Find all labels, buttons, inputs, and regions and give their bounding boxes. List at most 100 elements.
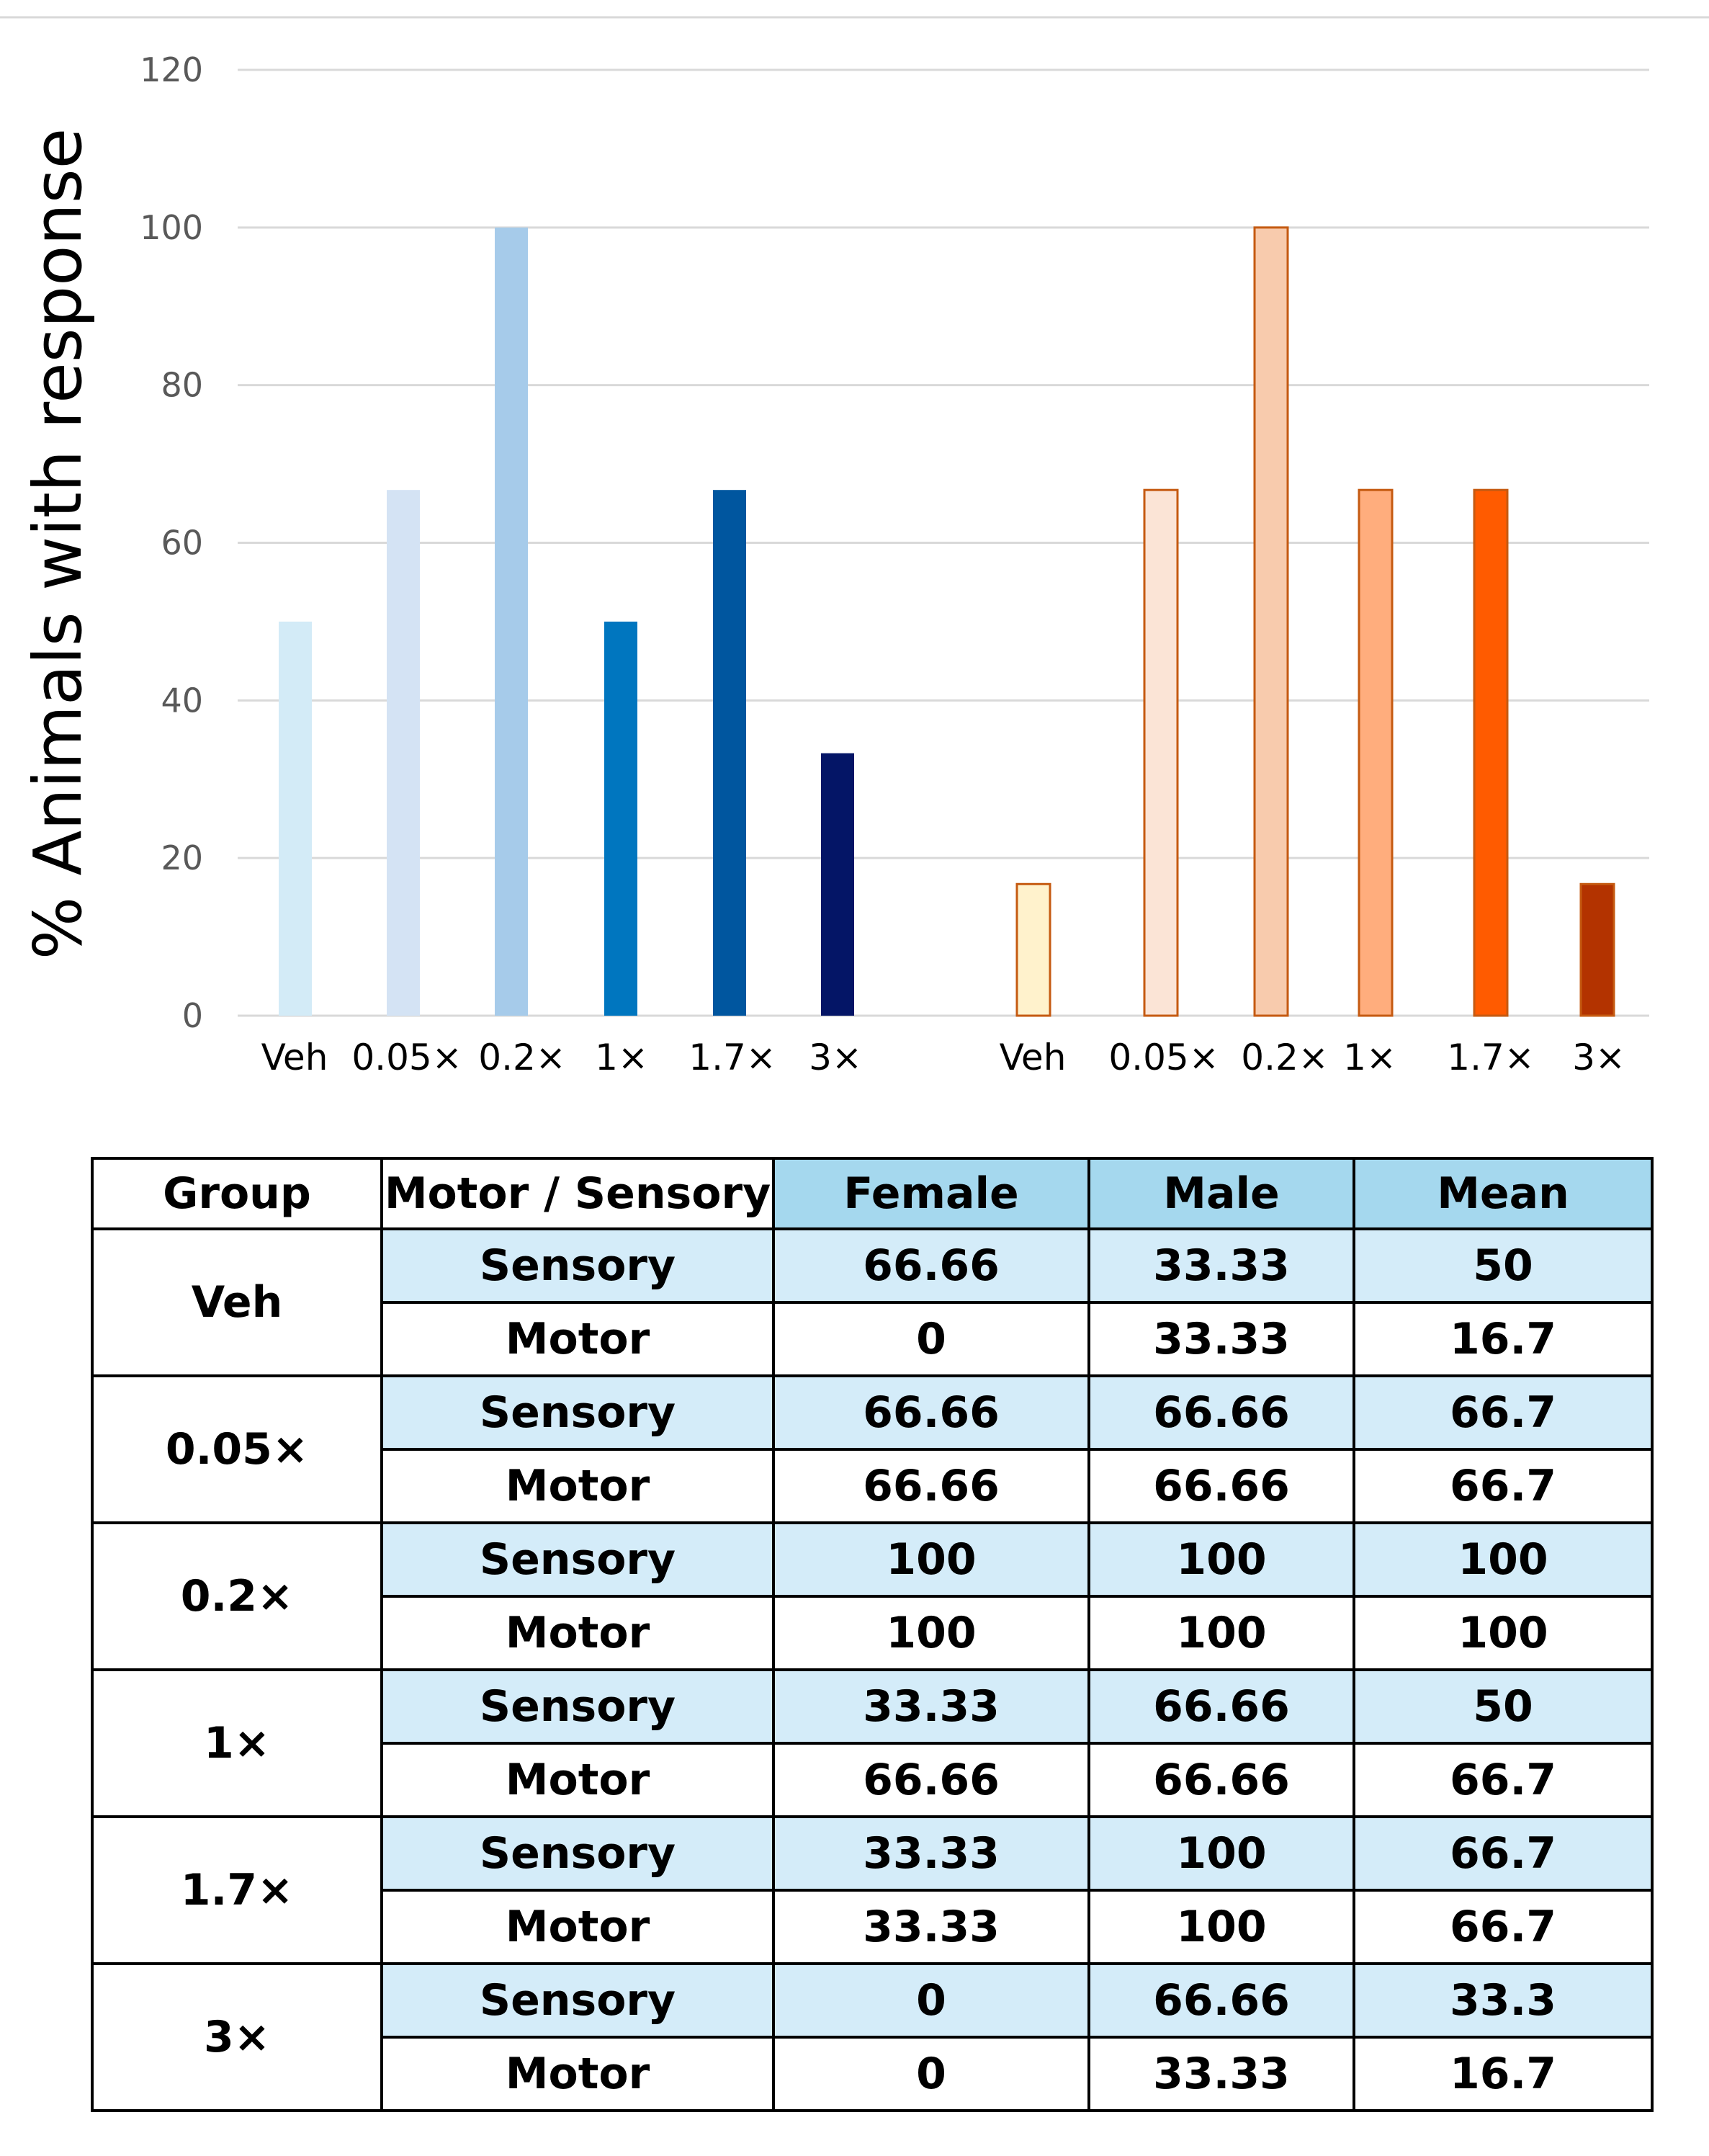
x-tick-label: 3×: [1572, 1037, 1625, 1078]
x-tick-label: Veh: [1000, 1037, 1067, 1078]
data-table: Group Motor / Sensory Female Male Mean V…: [91, 1157, 1654, 2112]
x-tick-label: 1.7×: [1447, 1037, 1534, 1078]
table-row: 1× Sensory 33.33 66.66 50: [91, 1668, 1654, 1818]
female-cell: 33.33: [772, 1668, 1090, 1745]
mean-cell: 50: [1353, 1668, 1654, 1745]
mean-cell: 50: [1353, 1227, 1654, 1304]
mean-cell: 66.7: [1353, 1448, 1654, 1524]
x-tick-label: 0.2×: [478, 1037, 565, 1078]
bar: [495, 227, 528, 1016]
group-cell: 3×: [91, 1962, 383, 2112]
mean-cell: 66.7: [1353, 1742, 1654, 1818]
y-tick-label: 20: [161, 838, 203, 877]
type-cell: Motor: [380, 1742, 775, 1818]
group-cell: 1.7×: [91, 1815, 383, 1965]
male-cell: 66.66: [1087, 1962, 1355, 2039]
table-header-row: Group Motor / Sensory Female Male Mean: [91, 1157, 1654, 1230]
female-cell: 100: [772, 1521, 1090, 1598]
male-cell: 66.66: [1087, 1448, 1355, 1524]
male-cell: 33.33: [1087, 2036, 1355, 2112]
female-cell: 0: [772, 1301, 1090, 1377]
type-cell: Sensory: [380, 1374, 775, 1451]
header-male: Male: [1087, 1157, 1355, 1230]
y-axis-ticks: 0 20 40 60 80 100 120: [140, 50, 203, 1035]
type-cell: Sensory: [380, 1815, 775, 1892]
table-row: 3× Sensory 0 66.66 33.3: [91, 1962, 1654, 2112]
mean-cell: 16.7: [1353, 1301, 1654, 1377]
male-cell: 100: [1087, 1815, 1355, 1892]
group-cell: 1×: [91, 1668, 383, 1818]
bar: [1015, 882, 1051, 1017]
bar: [604, 621, 637, 1016]
header-group: Group: [91, 1157, 383, 1230]
bar: [279, 621, 312, 1016]
x-axis-ticks: Veh 0.05× 0.2× 1× 1.7× 3× Veh 0.05× 0.2× 1× 1.7× 3×: [261, 1037, 1625, 1078]
male-cell: 66.66: [1087, 1742, 1355, 1818]
table-row: Motor 100 100 100: [92, 1595, 1654, 1671]
table-row: Motor 66.66 66.66 66.7: [92, 1448, 1654, 1524]
x-tick-label: Veh: [261, 1037, 328, 1078]
header-motor-sensory: Motor / Sensory: [380, 1157, 775, 1230]
header-mean: Mean: [1353, 1157, 1654, 1230]
type-cell: Motor: [380, 1301, 775, 1377]
bar: [713, 490, 746, 1016]
table-row: 1.7× Sensory 33.33 100 66.7: [91, 1815, 1654, 1965]
female-cell: 66.66: [772, 1448, 1090, 1524]
y-axis-label: % Animals with response: [19, 128, 97, 960]
y-tick-label: 40: [161, 681, 203, 720]
table-row: 0.05× Sensory 66.66 66.66 66.7: [91, 1374, 1654, 1524]
header-female: Female: [772, 1157, 1090, 1230]
x-tick-label: 0.05×: [351, 1037, 462, 1078]
female-cell: 0: [772, 2036, 1090, 2112]
female-cell: 33.33: [772, 1889, 1090, 1965]
male-cell: 66.66: [1087, 1374, 1355, 1451]
type-cell: Motor: [380, 1595, 775, 1671]
male-cell: 33.33: [1087, 1301, 1355, 1377]
female-cell: 100: [772, 1595, 1090, 1671]
y-tick-label: 80: [161, 366, 203, 405]
female-cell: 66.66: [772, 1374, 1090, 1451]
mean-cell: 16.7: [1353, 2036, 1654, 2112]
male-cell: 100: [1087, 1595, 1355, 1671]
mean-cell: 66.7: [1353, 1815, 1654, 1892]
bar-chart: 0 20 40 60 80 100 120 Veh 0.05× 0.2× 1× 1.7× 3× Veh 0…: [0, 16, 1709, 1078]
gridlines: [238, 68, 1649, 1017]
y-tick-label: 100: [140, 208, 203, 247]
table-row: Motor 66.66 66.66 66.7: [92, 1742, 1654, 1818]
type-cell: Motor: [380, 1448, 775, 1524]
bar: [387, 490, 420, 1016]
bar: [1253, 226, 1289, 1017]
type-cell: Sensory: [380, 1521, 775, 1598]
bar: [1579, 882, 1615, 1017]
type-cell: Motor: [380, 2036, 775, 2112]
type-cell: Sensory: [380, 1962, 775, 2039]
male-cell: 66.66: [1087, 1668, 1355, 1745]
type-cell: Sensory: [380, 1227, 775, 1304]
bar: [821, 753, 854, 1016]
x-tick-label: 3×: [809, 1037, 862, 1078]
table-row: 0.2× Sensory 100 100 100: [91, 1521, 1654, 1671]
group-cell: 0.05×: [91, 1374, 383, 1524]
table-row: Motor 0 33.33 16.7: [92, 2036, 1654, 2112]
y-tick-label: 120: [140, 50, 203, 89]
male-cell: 100: [1087, 1521, 1355, 1598]
female-cell: 66.66: [772, 1742, 1090, 1818]
x-tick-label: 1×: [595, 1037, 648, 1078]
male-cell: 33.33: [1087, 1227, 1355, 1304]
x-tick-label: 1×: [1343, 1037, 1396, 1078]
group-cell: 0.2×: [91, 1521, 383, 1671]
bars: [279, 226, 1615, 1017]
x-tick-label: 0.05×: [1108, 1037, 1219, 1078]
bar: [1143, 488, 1179, 1017]
y-tick-label: 60: [161, 524, 203, 563]
table-row: Motor 33.33 100 66.7: [92, 1889, 1654, 1965]
mean-cell: 66.7: [1353, 1374, 1654, 1451]
table-row: Motor 0 33.33 16.7: [92, 1301, 1654, 1377]
mean-cell: 100: [1353, 1521, 1654, 1598]
table-body: Veh Sensory 66.66 33.33 50 Motor 0 33.33 16.7 0.0…: [91, 1227, 1654, 2112]
female-cell: 66.66: [772, 1227, 1090, 1304]
x-tick-label: 0.2×: [1241, 1037, 1328, 1078]
table-row: Veh Sensory 66.66 33.33 50: [91, 1227, 1654, 1377]
bar: [1358, 488, 1394, 1017]
mean-cell: 33.3: [1353, 1962, 1654, 2039]
